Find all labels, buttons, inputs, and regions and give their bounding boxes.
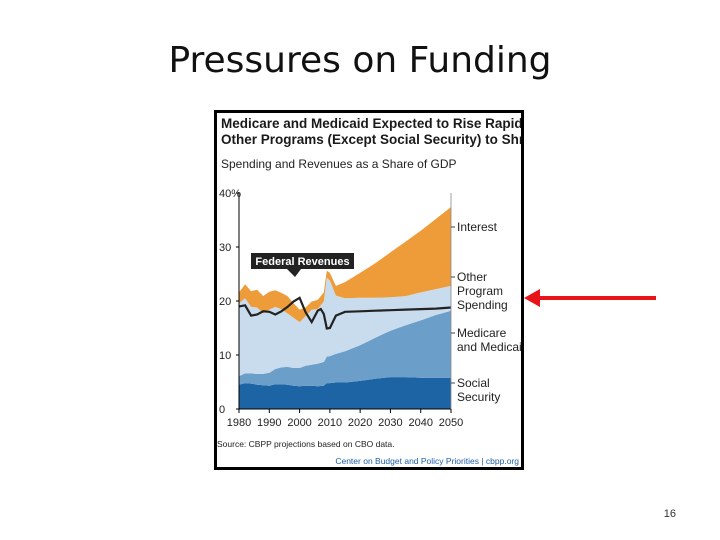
- y-tick-label: 10: [219, 350, 231, 362]
- x-tick-label: 2010: [318, 417, 342, 429]
- chart-subtitle: Spending and Revenues as a Share of GDP: [221, 157, 457, 171]
- legend-label-other-program-spending: Other: [457, 270, 487, 284]
- line-label-federal-revenues: Federal Revenues: [251, 253, 354, 277]
- slide-title: Pressures on Funding: [168, 40, 552, 81]
- chart-source: Source: CBPP projections based on CBO da…: [217, 439, 395, 449]
- chart-credit: Center on Budget and Policy Priorities |…: [335, 456, 519, 466]
- legend-label-other-program-spending: Program: [457, 284, 503, 298]
- area-series-other-program-spending: [239, 277, 451, 377]
- chart-figure: Medicare and Medicaid Expected to Rise R…: [214, 110, 524, 470]
- chart-title: Medicare and Medicaid Expected to Rise R…: [221, 116, 524, 148]
- x-tick-label: 1990: [257, 417, 281, 429]
- arrow-head: [524, 289, 540, 307]
- y-tick-label: 20: [219, 296, 231, 308]
- page-number: 16: [663, 508, 676, 520]
- legend-label-social-security: Security: [457, 390, 500, 404]
- x-tick-label: 2020: [348, 417, 372, 429]
- legend-label-other-program-spending: Spending: [457, 298, 508, 312]
- area-series-interest: [239, 207, 451, 323]
- area-series-social-security: [239, 377, 451, 409]
- x-tick-label: 1980: [227, 417, 251, 429]
- chart-title-line1: Medicare and Medicaid Expected to Rise R…: [221, 116, 524, 131]
- x-tick-label: 2000: [287, 417, 311, 429]
- x-tick-label: 2030: [378, 417, 402, 429]
- y-tick-label: 30: [219, 242, 231, 254]
- line-label-text: Federal Revenues: [255, 256, 349, 268]
- y-tick-label: 40%: [219, 188, 241, 200]
- legend-label-interest: Interest: [457, 220, 498, 234]
- line-federal-revenues: [238, 296, 452, 330]
- area-series-medicare-and-medicaid: [239, 310, 451, 387]
- x-tick-label: 2050: [439, 417, 463, 429]
- x-tick-label: 2040: [408, 417, 432, 429]
- line-label-pointer: [287, 269, 301, 277]
- legend-label-medicare-and-medicaid: and Medicaid: [457, 340, 521, 354]
- legend-label-social-security: Social: [457, 376, 490, 390]
- legend-label-medicare-and-medicaid: Medicare: [457, 326, 507, 340]
- chart-title-line2: Other Programs (Except Social Security) …: [221, 132, 524, 147]
- line-label-box: [251, 253, 354, 269]
- y-tick-label: 0: [219, 404, 225, 416]
